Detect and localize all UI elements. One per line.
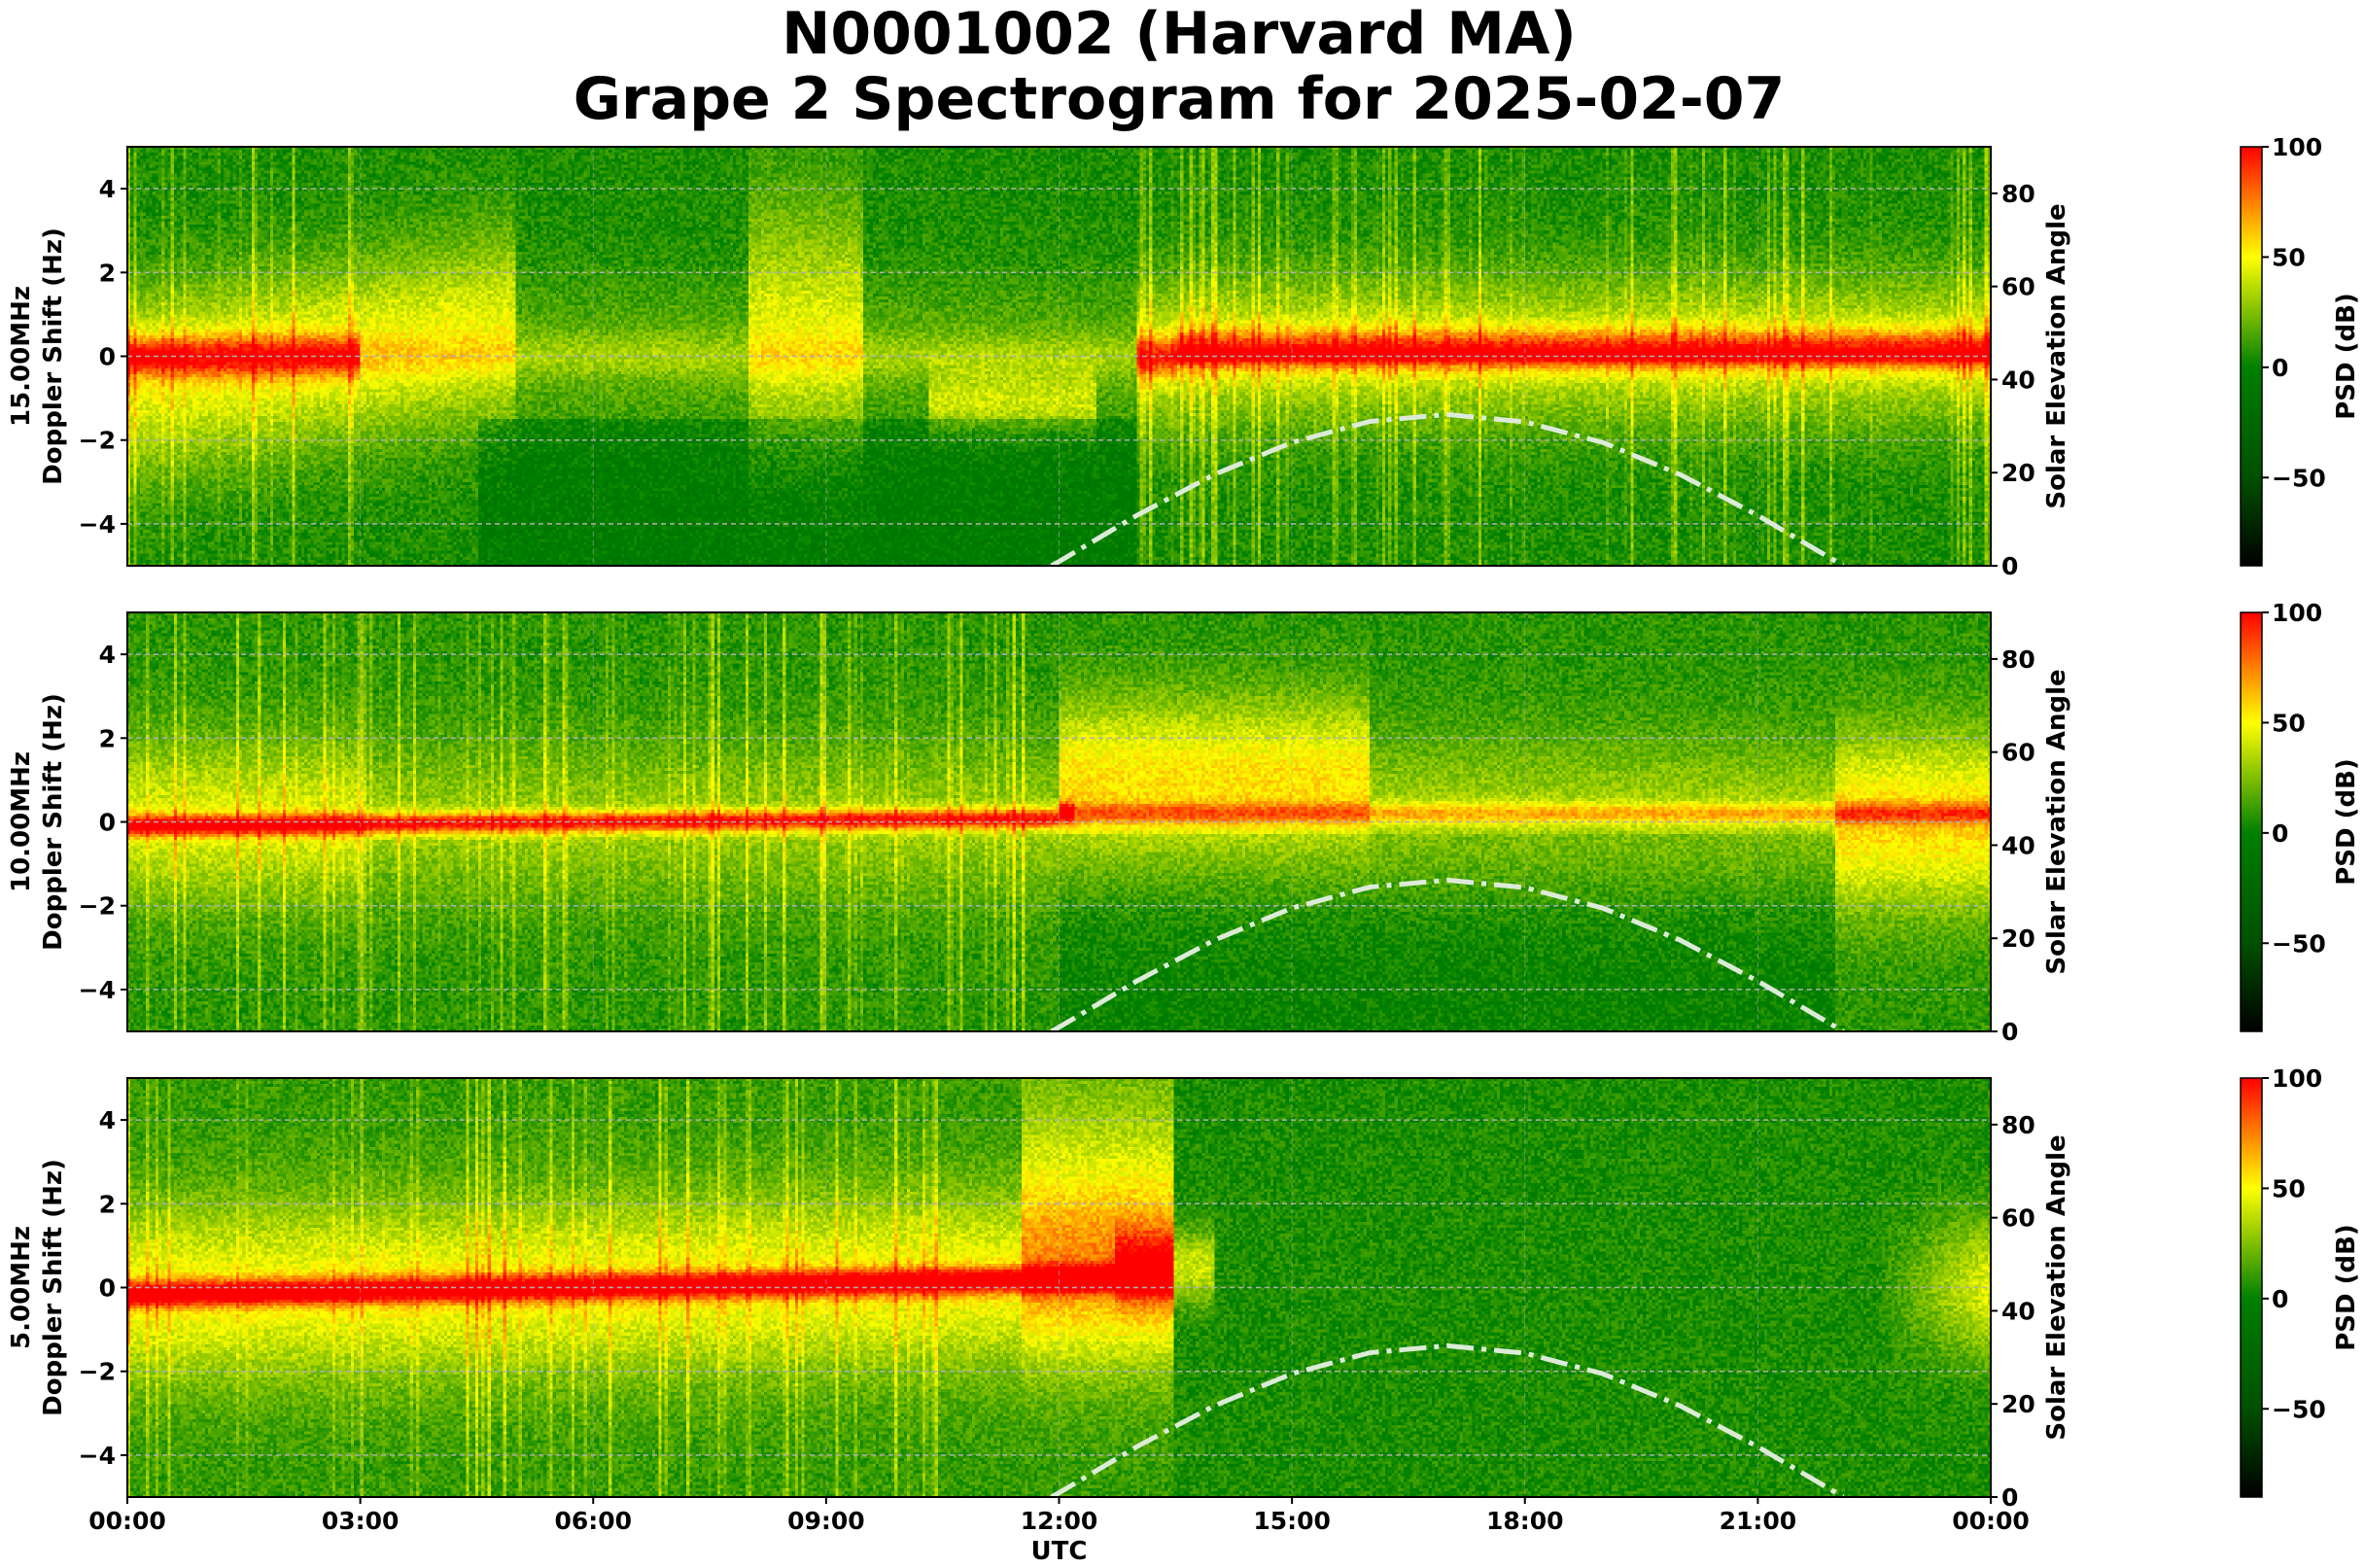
y-tick-label: 2 bbox=[99, 259, 116, 287]
y-tick-label: 0 bbox=[99, 809, 116, 837]
colorbar bbox=[2240, 146, 2263, 567]
colorbar-tick-label: −50 bbox=[2272, 929, 2326, 958]
solar-elevation-curve bbox=[1050, 877, 1845, 1034]
x-tick-label: 18:00 bbox=[1486, 1507, 1564, 1535]
x-tick-label: 03:00 bbox=[322, 1507, 400, 1535]
colorbar-label: PSD (dB) bbox=[2332, 293, 2361, 420]
y-tick-label: 0 bbox=[99, 343, 116, 371]
y-tick-label: 2 bbox=[99, 1190, 116, 1218]
x-tick-label: 00:00 bbox=[1952, 1507, 2030, 1535]
y-tick-label: −4 bbox=[79, 976, 116, 1004]
right-tick-label: 80 bbox=[2001, 645, 2035, 674]
colorbar-tick-label: 50 bbox=[2272, 709, 2306, 737]
right-tick-label: 20 bbox=[2001, 459, 2035, 487]
y-tick-label: −2 bbox=[79, 1358, 116, 1386]
x-axis-label: UTC bbox=[1031, 1537, 1088, 1566]
x-tick-label: 15:00 bbox=[1253, 1507, 1331, 1535]
y-tick-label: −2 bbox=[79, 892, 116, 921]
right-tick-label: 0 bbox=[2001, 1018, 2018, 1046]
y-tick-label: 4 bbox=[99, 175, 116, 203]
y-tick-label: 4 bbox=[99, 1106, 116, 1134]
y-tick-label: 4 bbox=[99, 641, 116, 669]
right-axis-label: Solar Elevation Angle bbox=[2042, 1134, 2071, 1440]
right-tick-label: 60 bbox=[2001, 1204, 2035, 1233]
right-tick-label: 20 bbox=[2001, 924, 2035, 953]
solar-elevation-curve bbox=[1050, 411, 1845, 569]
x-tick-label: 21:00 bbox=[1720, 1507, 1797, 1535]
right-tick-label: 0 bbox=[2001, 552, 2018, 580]
colorbar-tick-label: 100 bbox=[2272, 599, 2322, 627]
right-tick-label: 80 bbox=[2001, 180, 2035, 208]
solar-elevation-curve bbox=[1050, 1342, 1845, 1500]
colorbar bbox=[2240, 1077, 2263, 1498]
colorbar-label: PSD (dB) bbox=[2332, 1224, 2361, 1351]
colorbar-tick-label: 50 bbox=[2272, 243, 2306, 271]
colorbar-tick-label: −50 bbox=[2272, 1395, 2326, 1423]
frequency-label: 5.00MHz bbox=[7, 1226, 36, 1349]
x-tick-label: 00:00 bbox=[88, 1507, 166, 1535]
colorbar-tick-label: 0 bbox=[2272, 354, 2288, 382]
right-tick-label: 20 bbox=[2001, 1390, 2035, 1418]
x-tick-label: 06:00 bbox=[554, 1507, 632, 1535]
x-tick-label: 12:00 bbox=[1021, 1507, 1098, 1535]
x-tick-label: 09:00 bbox=[787, 1507, 865, 1535]
right-tick-label: 60 bbox=[2001, 273, 2035, 301]
y-tick-label: 2 bbox=[99, 724, 116, 752]
right-tick-label: 40 bbox=[2001, 831, 2035, 859]
colorbar-tick-label: 50 bbox=[2272, 1174, 2306, 1202]
colorbar bbox=[2240, 611, 2263, 1032]
chart-title-line2: Grape 2 Spectrogram for 2025-02-07 bbox=[574, 65, 1785, 133]
colorbar-tick-label: 100 bbox=[2272, 1064, 2322, 1093]
y-axis-label: Doppler Shift (Hz) bbox=[39, 693, 68, 951]
y-axis-label: Doppler Shift (Hz) bbox=[39, 227, 68, 485]
colorbar-tick-label: 0 bbox=[2272, 819, 2288, 848]
right-tick-label: 80 bbox=[2001, 1111, 2035, 1139]
right-axis-label: Solar Elevation Angle bbox=[2042, 203, 2071, 508]
y-tick-label: −4 bbox=[79, 510, 116, 539]
right-tick-label: 40 bbox=[2001, 366, 2035, 394]
colorbar-tick-label: 0 bbox=[2272, 1285, 2288, 1313]
y-tick-label: −4 bbox=[79, 1442, 116, 1470]
colorbar-label: PSD (dB) bbox=[2332, 758, 2361, 886]
frequency-label: 15.00MHz bbox=[7, 286, 36, 427]
colorbar-tick-label: −50 bbox=[2272, 464, 2326, 492]
right-tick-label: 0 bbox=[2001, 1483, 2018, 1512]
colorbar-tick-label: 100 bbox=[2272, 133, 2322, 161]
right-tick-label: 40 bbox=[2001, 1297, 2035, 1325]
frequency-label: 10.00MHz bbox=[7, 751, 36, 892]
y-tick-label: 0 bbox=[99, 1274, 116, 1303]
right-axis-label: Solar Elevation Angle bbox=[2042, 669, 2071, 974]
y-tick-label: −2 bbox=[79, 427, 116, 455]
right-tick-label: 60 bbox=[2001, 739, 2035, 767]
y-axis-label: Doppler Shift (Hz) bbox=[39, 1159, 68, 1416]
chart-title-line1: N0001002 (Harvard MA) bbox=[782, 0, 1577, 68]
